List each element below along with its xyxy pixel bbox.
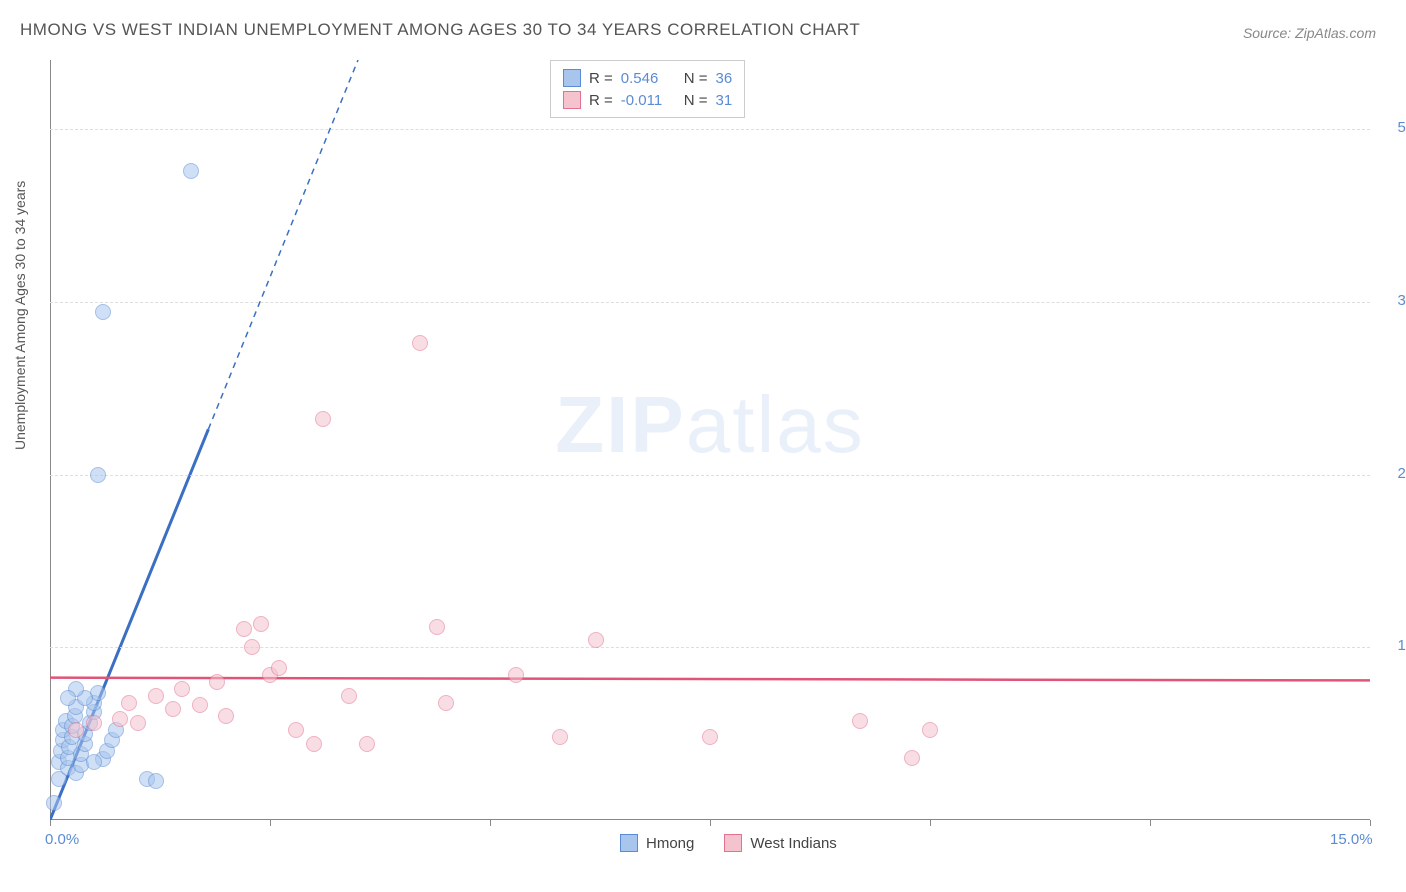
gridline	[50, 129, 1370, 130]
x-tick	[1150, 820, 1151, 826]
source-label: Source: ZipAtlas.com	[1243, 25, 1376, 41]
data-point	[341, 688, 357, 704]
legend-swatch	[620, 834, 638, 852]
watermark-bold: ZIP	[555, 380, 685, 469]
legend-row: R = 0.546 N = 36	[563, 67, 732, 89]
y-tick-label: 25.0%	[1380, 465, 1406, 482]
data-point	[130, 715, 146, 731]
data-point	[174, 681, 190, 697]
y-tick-label: 37.5%	[1380, 292, 1406, 309]
y-axis	[50, 60, 51, 820]
legend-r-label: R =	[589, 92, 613, 109]
data-point	[429, 619, 445, 635]
data-point	[438, 695, 454, 711]
data-point	[46, 795, 62, 811]
trendline-dashed	[208, 60, 358, 429]
legend-r-value: -0.011	[621, 92, 676, 109]
y-axis-label: Unemployment Among Ages 30 to 34 years	[12, 181, 28, 450]
legend-r-label: R =	[589, 70, 613, 87]
data-point	[359, 736, 375, 752]
gridline	[50, 302, 1370, 303]
legend-swatch	[724, 834, 742, 852]
legend-n-value: 36	[716, 70, 733, 87]
x-tick	[710, 820, 711, 826]
y-tick-label: 50.0%	[1380, 119, 1406, 136]
legend-n-value: 31	[716, 92, 733, 109]
data-point	[236, 621, 252, 637]
data-point	[412, 335, 428, 351]
data-point	[244, 639, 260, 655]
data-point	[60, 690, 76, 706]
y-tick-label: 12.5%	[1380, 637, 1406, 654]
data-point	[68, 722, 84, 738]
legend-row: R = -0.011 N = 31	[563, 89, 732, 111]
legend-r-value: 0.546	[621, 70, 676, 87]
series-legend: Hmong West Indians	[620, 834, 837, 852]
chart-area: ZIPatlas 12.5%25.0%37.5%50.0%0.0%15.0% R…	[50, 60, 1370, 820]
data-point	[86, 715, 102, 731]
data-point	[288, 722, 304, 738]
x-tick-label: 0.0%	[45, 831, 79, 848]
legend-label: Hmong	[646, 835, 694, 852]
data-point	[588, 632, 604, 648]
data-point	[112, 711, 128, 727]
x-tick	[50, 820, 51, 826]
x-tick	[1370, 820, 1371, 826]
data-point	[165, 701, 181, 717]
gridline	[50, 475, 1370, 476]
legend-swatch	[563, 91, 581, 109]
data-point	[315, 411, 331, 427]
legend-n-label: N =	[684, 70, 708, 87]
data-point	[702, 729, 718, 745]
legend-swatch	[563, 69, 581, 87]
data-point	[121, 695, 137, 711]
watermark: ZIPatlas	[555, 379, 864, 471]
data-point	[922, 722, 938, 738]
legend-item: West Indians	[724, 834, 836, 852]
data-point	[552, 729, 568, 745]
legend-n-label: N =	[684, 92, 708, 109]
x-tick	[490, 820, 491, 826]
data-point	[148, 773, 164, 789]
correlation-legend: R = 0.546 N = 36 R = -0.011 N = 31	[550, 60, 745, 118]
trendline-solid	[50, 678, 1370, 681]
x-tick	[930, 820, 931, 826]
chart-title: HMONG VS WEST INDIAN UNEMPLOYMENT AMONG …	[20, 20, 860, 40]
data-point	[192, 697, 208, 713]
data-point	[852, 713, 868, 729]
data-point	[904, 750, 920, 766]
data-point	[90, 467, 106, 483]
x-tick-label: 15.0%	[1330, 831, 1373, 848]
data-point	[183, 163, 199, 179]
data-point	[95, 304, 111, 320]
data-point	[86, 754, 102, 770]
data-point	[306, 736, 322, 752]
data-point	[209, 674, 225, 690]
data-point	[218, 708, 234, 724]
data-point	[508, 667, 524, 683]
data-point	[253, 616, 269, 632]
data-point	[148, 688, 164, 704]
plot-region: ZIPatlas 12.5%25.0%37.5%50.0%0.0%15.0%	[50, 60, 1370, 820]
legend-item: Hmong	[620, 834, 694, 852]
legend-label: West Indians	[750, 835, 836, 852]
trendlines-layer	[50, 60, 1370, 820]
watermark-rest: atlas	[686, 380, 865, 469]
data-point	[271, 660, 287, 676]
x-tick	[270, 820, 271, 826]
